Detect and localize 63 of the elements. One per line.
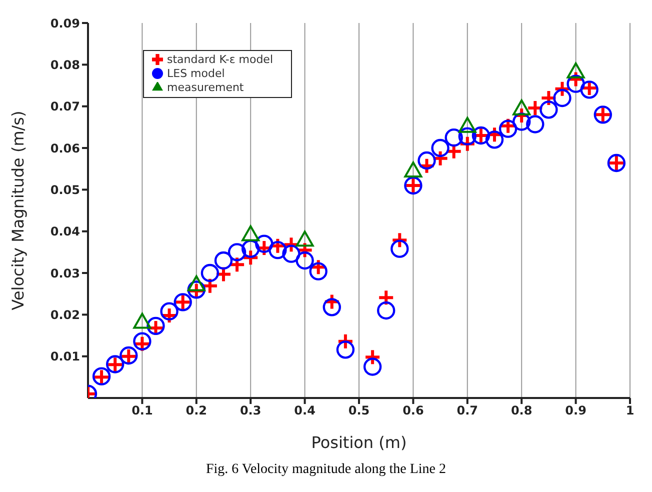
point	[322, 298, 341, 316]
point	[418, 151, 436, 170]
y-tick-label: 0.07	[50, 100, 80, 114]
point	[485, 130, 504, 149]
x-tick-label: 0.9	[565, 404, 586, 418]
y-tick-label: 0.02	[50, 308, 80, 322]
legend-label: measurement	[167, 81, 244, 94]
point	[404, 162, 422, 178]
point	[187, 275, 206, 292]
point	[566, 74, 585, 93]
point	[133, 312, 152, 329]
point	[160, 302, 178, 320]
point	[228, 243, 246, 262]
x-tick-label: 0.5	[348, 404, 370, 418]
point	[553, 88, 572, 108]
y-tick-label: 0.04	[50, 224, 80, 239]
point	[458, 127, 476, 146]
point	[498, 120, 518, 138]
point	[268, 240, 287, 260]
point	[242, 225, 260, 242]
point	[378, 289, 395, 306]
x-tick-label: 1	[626, 404, 634, 418]
point	[242, 240, 260, 258]
x-axis-title: Position (m)	[311, 433, 407, 452]
point	[296, 230, 314, 247]
y-tick-label: 0.03	[50, 266, 80, 280]
y-tick-label: 0.09	[50, 16, 80, 30]
x-tick-label: 0.3	[240, 404, 262, 418]
x-tick-label: 0.6	[402, 404, 424, 418]
point	[540, 100, 558, 119]
x-tick-label: 0.1	[132, 404, 153, 418]
point	[526, 115, 544, 134]
point	[444, 128, 463, 147]
y-tick-label: 0.08	[50, 58, 80, 72]
point	[146, 316, 165, 336]
point	[309, 262, 328, 280]
x-tick-label: 0.2	[186, 404, 208, 418]
point	[431, 138, 450, 158]
y-tick-label: 0.06	[50, 141, 80, 156]
caption: Fig. 6 Velocity magnitude along the Line 2	[204, 462, 448, 478]
y-tick-label: 0.05	[50, 182, 80, 197]
legend-label: LES model	[167, 67, 225, 80]
point	[458, 116, 476, 133]
point	[566, 62, 585, 78]
point	[282, 244, 300, 263]
point	[214, 251, 233, 270]
x-tick-label: 0.7	[456, 404, 478, 418]
point	[133, 332, 152, 350]
point	[364, 348, 382, 366]
point	[512, 112, 531, 131]
point	[377, 301, 396, 320]
point	[390, 240, 409, 258]
point	[255, 234, 274, 253]
point	[336, 340, 355, 359]
y-tick-label: 0.01	[50, 350, 80, 364]
point	[363, 358, 382, 376]
legend-label: standard K-ε model	[167, 53, 274, 66]
x-tick-label: 0.4	[294, 404, 316, 418]
y-axis-title: Velocity Magnitude (m/s)	[8, 110, 28, 310]
point	[296, 251, 314, 270]
point	[200, 264, 220, 282]
point	[512, 99, 531, 116]
x-tick-label: 0.8	[510, 404, 532, 418]
